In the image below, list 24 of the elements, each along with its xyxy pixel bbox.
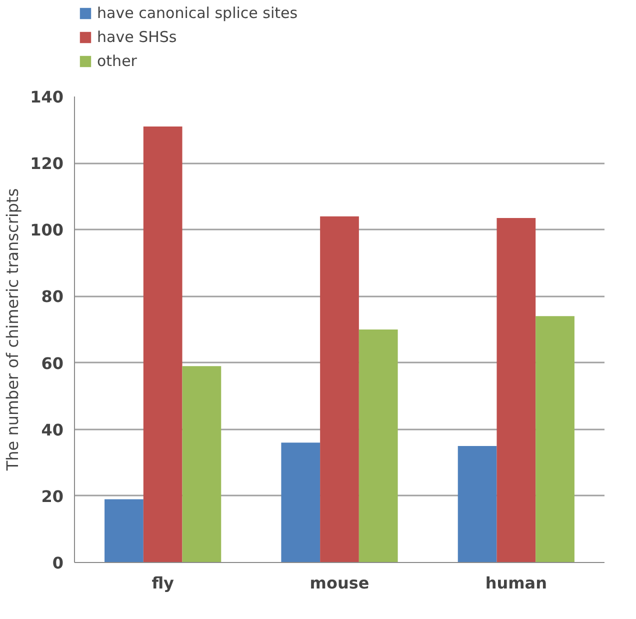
bar [281, 442, 320, 562]
bar [358, 330, 398, 562]
y-tick-label: 40 [41, 420, 64, 440]
y-tick-label: 80 [41, 287, 64, 306]
y-tick-label: 140 [30, 88, 64, 106]
x-tick-label: mouse [310, 574, 370, 592]
y-tick-label: 120 [30, 154, 64, 174]
bar [320, 216, 359, 562]
bar [458, 446, 497, 562]
legend-label: other [97, 52, 137, 70]
bar [496, 218, 536, 562]
y-tick-label: 20 [41, 486, 64, 506]
y-axis-title: The number of chimeric transcripts [3, 188, 22, 472]
y-tick-label: 0 [52, 554, 64, 572]
bar [143, 126, 182, 562]
x-tick-label: human [485, 574, 547, 592]
bar [104, 499, 144, 562]
y-tick-label: 100 [30, 220, 64, 240]
y-tick-label: 60 [41, 354, 64, 373]
bar [182, 366, 222, 562]
legend-label: have canonical splice sites [97, 4, 298, 22]
x-tick-label: fly [152, 574, 175, 592]
bar [536, 316, 574, 562]
legend-label: have SHSs [97, 28, 177, 46]
